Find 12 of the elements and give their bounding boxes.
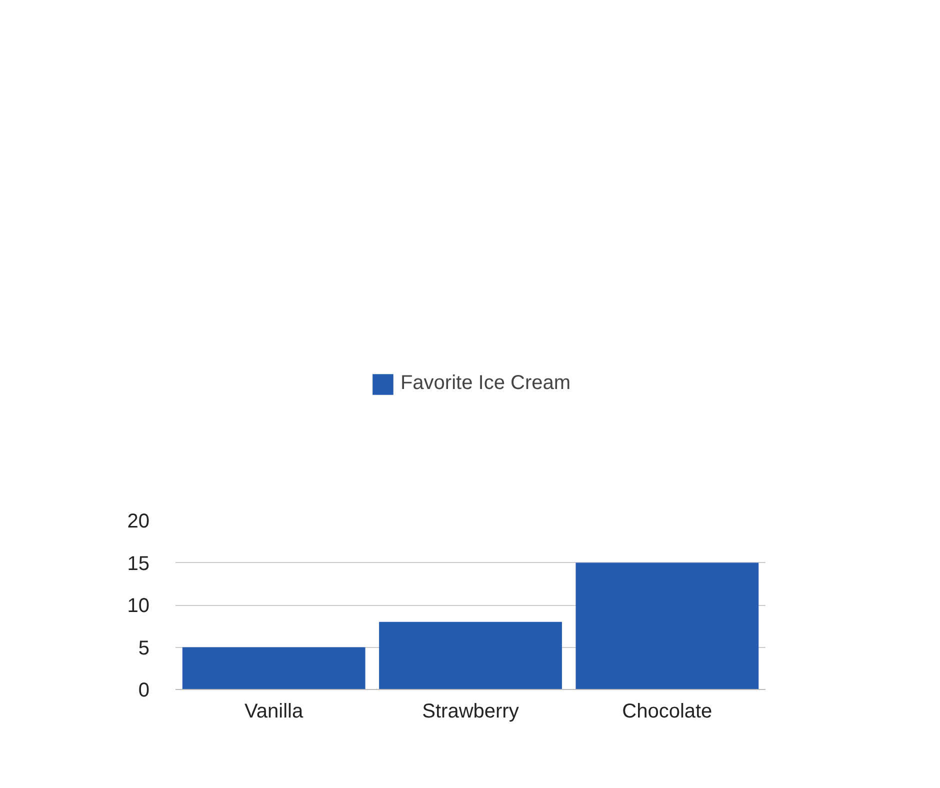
y-tick-label: 5 (138, 637, 150, 660)
legend-label: Favorite Ice Cream (400, 372, 571, 395)
y-tick-label: 10 (127, 595, 150, 617)
x-tick-label: Strawberry (422, 700, 519, 722)
bar (576, 562, 759, 690)
y-tick-label: 15 (127, 552, 150, 575)
y-tick-label: 0 (138, 680, 150, 702)
x-tick-label: Chocolate (622, 700, 712, 722)
bar (182, 647, 366, 690)
bar (379, 622, 562, 690)
y-tick-label: 20 (127, 510, 150, 532)
x-tick-label: Vanilla (244, 700, 304, 722)
